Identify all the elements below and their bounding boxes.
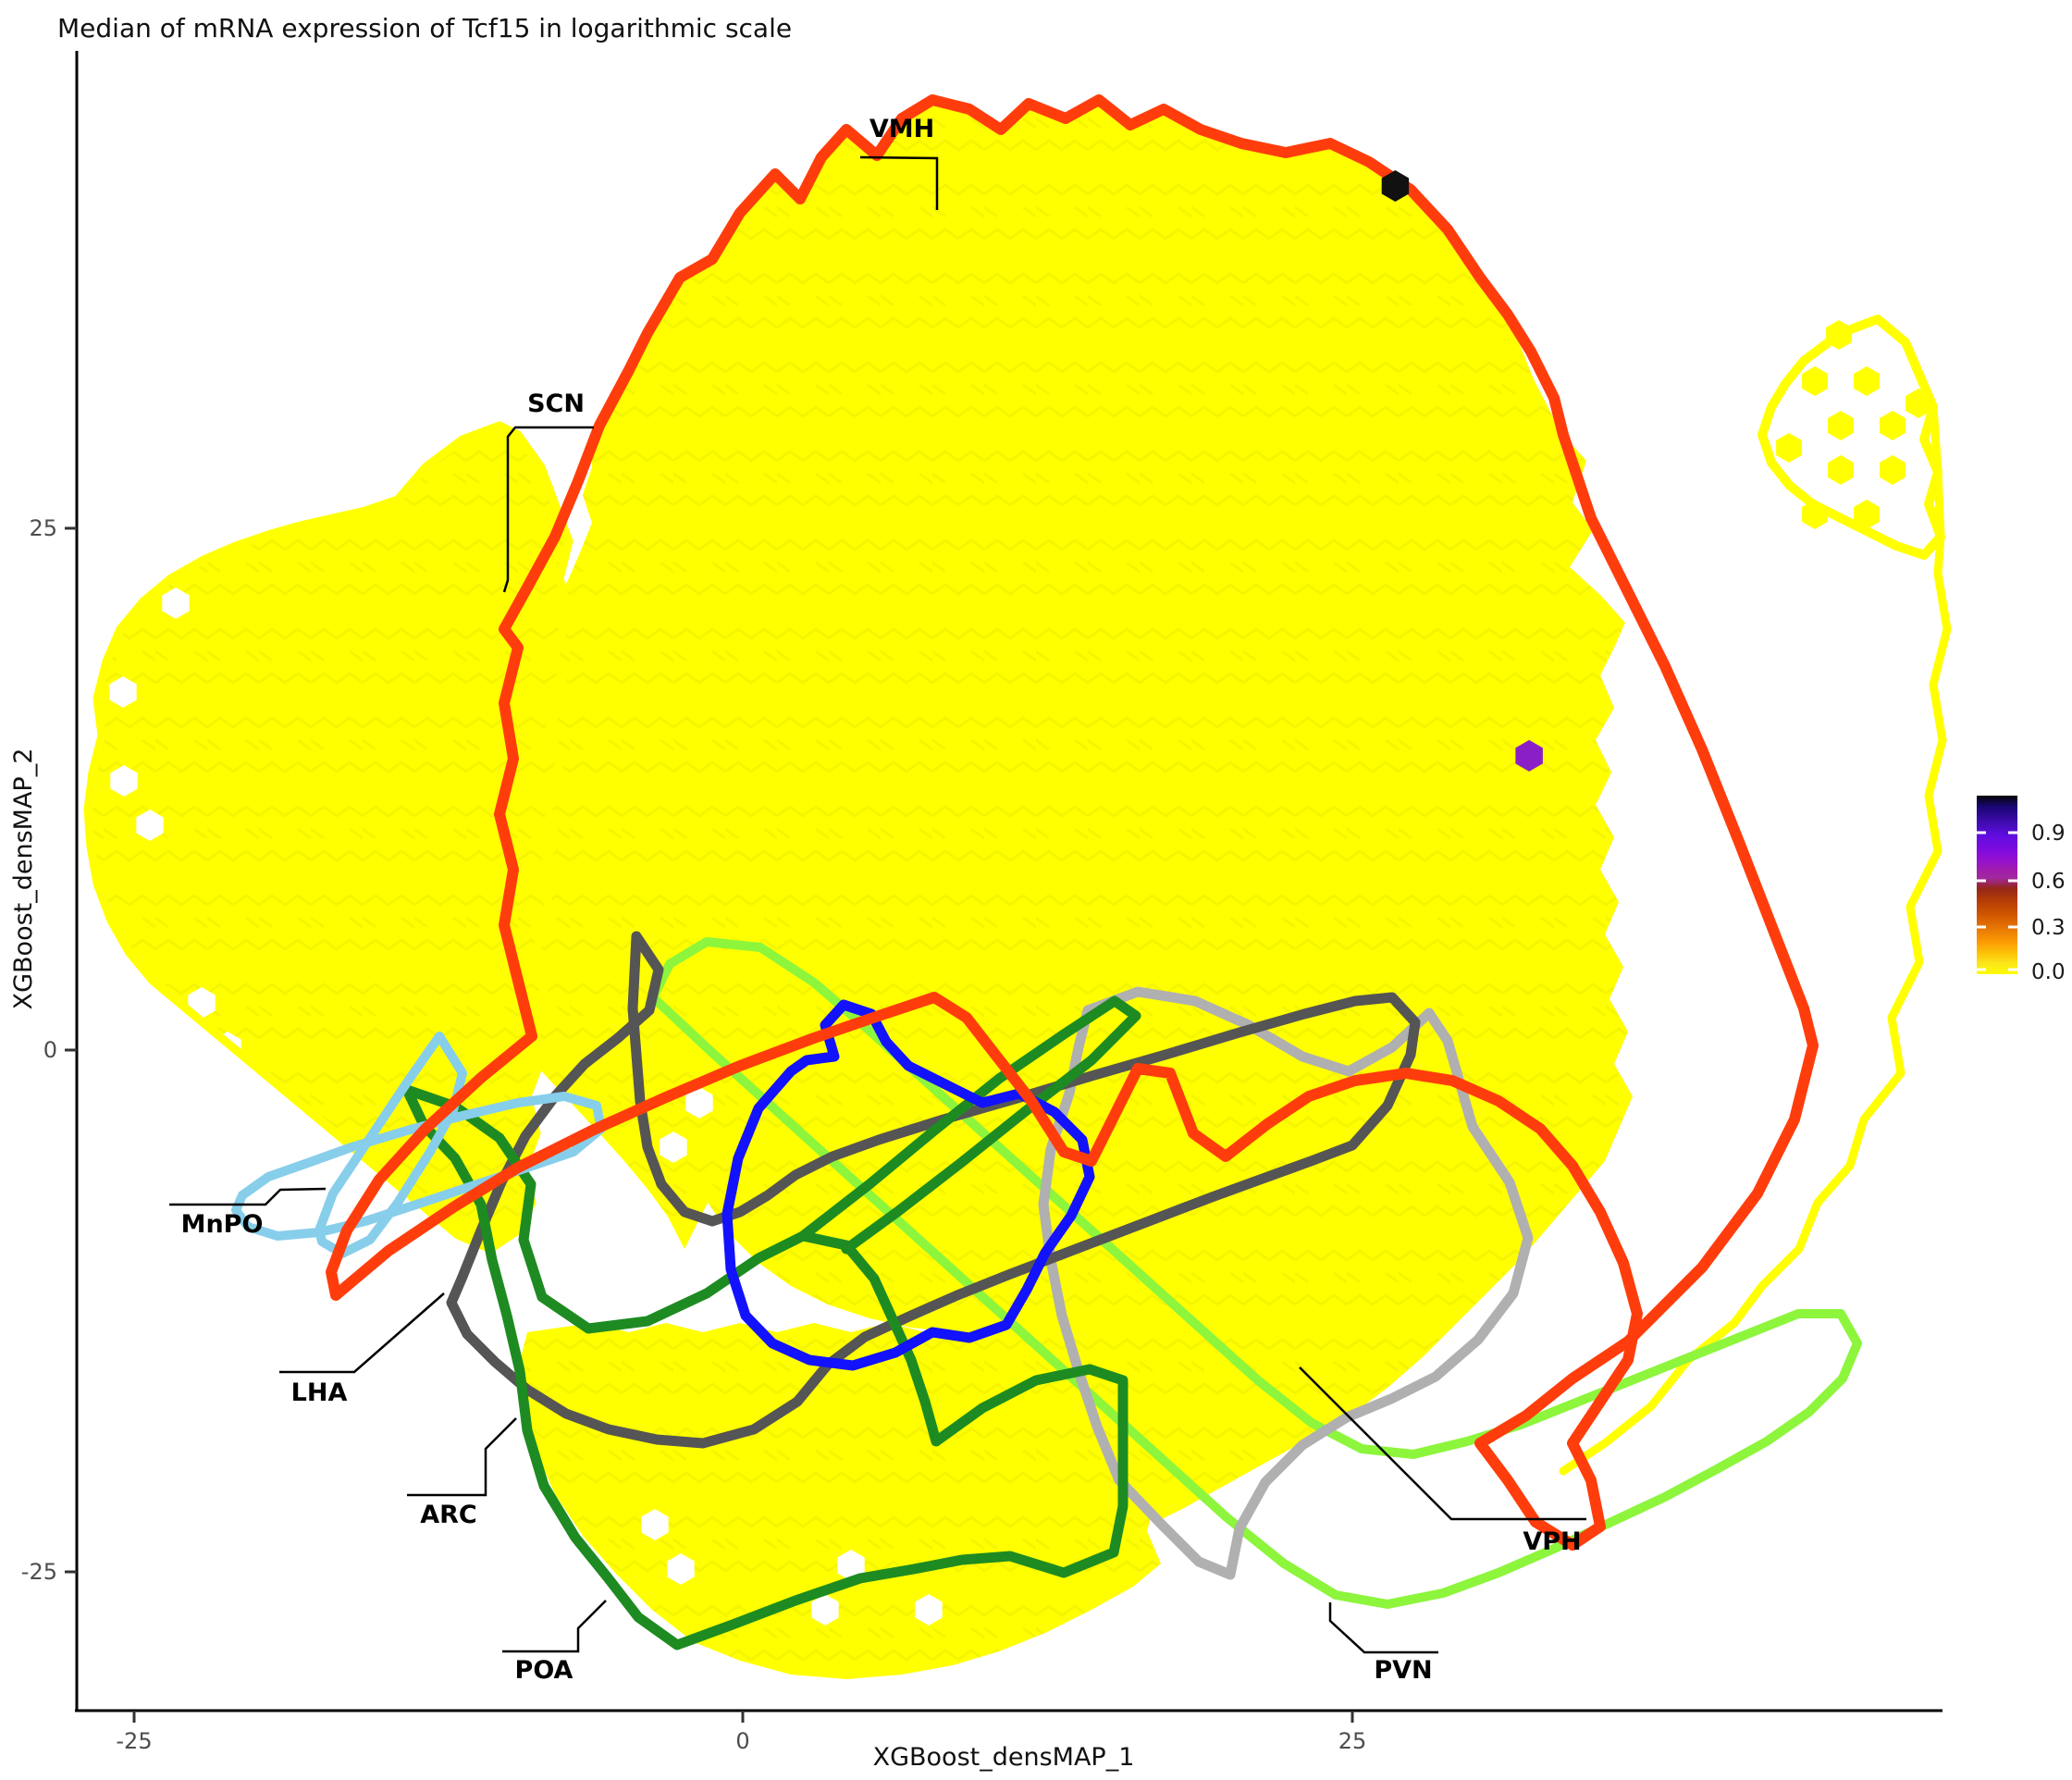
y-tick-label-25: 25 [29, 515, 57, 541]
white-hole-hex [1589, 253, 1617, 284]
right-lobe-hexes [1776, 320, 1931, 529]
y-tick-label-0: 0 [43, 1037, 57, 1063]
yellow-hexbin [1776, 433, 1802, 463]
white-hole-hex [162, 587, 190, 619]
x-tick-label-0: 0 [735, 1728, 749, 1754]
colorbar-tick-marks [1977, 831, 2017, 971]
yellow-hexbin [1880, 455, 1906, 485]
x-axis-title: XGBoost_densMAP_1 [873, 1743, 1135, 1772]
colorbar-tick-0.6: 0.6 [2031, 870, 2066, 894]
contour-lha [446, 931, 1421, 1449]
contour-vmh [326, 94, 1819, 1551]
colorbar-tick-0.0: 0.0 [2031, 960, 2066, 984]
white-hole-hex [109, 676, 137, 708]
leader-vph [1299, 1366, 1586, 1521]
white-hole-hex [500, 1535, 528, 1566]
white-hole-hex [536, 230, 563, 262]
hexbin-bottom-lobe [518, 1323, 1161, 1679]
white-hole-hex [458, 364, 486, 395]
contour-scn [83, 421, 574, 1254]
white-hole-hex [484, 230, 512, 262]
white-hole-hex [552, 1535, 580, 1566]
white-hole-hex [667, 1553, 695, 1585]
white-hole-hex [561, 186, 589, 217]
special-hexbin-0 [1381, 170, 1410, 202]
special-hexbins [1381, 170, 1543, 772]
colorbar-tick-0.3: 0.3 [2031, 916, 2066, 940]
white-hole-hex [837, 1550, 865, 1581]
region-label-poa: POA [515, 1656, 574, 1685]
white-hole-hex [510, 275, 537, 306]
y-axis-title: XGBoost_densMAP_2 [9, 748, 38, 1010]
leader-lha [279, 1292, 445, 1374]
axes: -25 0 25 25 0 -25 XGBoost_densMAP_1 XGBo… [9, 51, 1942, 1772]
yellow-hexbin [1826, 320, 1852, 350]
white-hole-hex [475, 1490, 502, 1522]
white-hole-hex [685, 1087, 713, 1119]
x-tick-label-neg25: -25 [116, 1728, 152, 1754]
region-labels: VMH SCN MnPO LHA ARC POA VPH PVN [181, 115, 1582, 1685]
contour-vph [1038, 986, 1534, 1580]
white-hole-hex [1670, 587, 1697, 619]
x-tick-label-25: 25 [1338, 1728, 1367, 1754]
white-hole-hex [613, 186, 641, 217]
white-hole-hex [915, 1594, 943, 1625]
colorbar: 0.9 0.6 0.3 0.0 [1977, 796, 2066, 984]
leader-arc [407, 1417, 517, 1497]
yellow-hexbin [1854, 500, 1880, 529]
white-hole-hex [660, 1131, 687, 1163]
white-hole-hex [641, 1509, 669, 1540]
white-hole-hex [811, 1594, 839, 1625]
leader-vmh [859, 155, 939, 210]
region-label-lha: LHA [291, 1378, 348, 1407]
white-hole-hex [110, 765, 138, 797]
chart-title: Median of mRNA expression of Tcf15 in lo… [57, 13, 792, 43]
region-label-scn: SCN [527, 389, 585, 418]
colorbar-tick-0.9: 0.9 [2031, 822, 2066, 846]
white-hole-hex [423, 1490, 450, 1522]
contour-arc [722, 999, 1095, 1371]
yellow-hexbin [1828, 411, 1854, 440]
white-hole-hexes [109, 116, 1879, 1625]
region-contours [83, 94, 1952, 1650]
contour-scn-east [1559, 315, 1952, 1476]
yellow-hexbin [1802, 366, 1828, 396]
white-hole-hex [1851, 632, 1879, 663]
white-hole-hex [136, 810, 164, 841]
contour-pvn [648, 937, 1862, 1609]
yellow-hexbin [1880, 411, 1906, 440]
white-hole-hex [561, 275, 589, 306]
white-hole-hex [639, 230, 667, 262]
region-label-vmh: VMH [870, 115, 934, 143]
contour-poa-arm [797, 995, 1141, 1255]
white-hole-hex [510, 186, 537, 217]
special-hexbin-1 [1515, 739, 1543, 772]
region-label-pvn: PVN [1374, 1656, 1432, 1685]
contour-poa [401, 1084, 1128, 1650]
region-label-vph: VPH [1523, 1527, 1581, 1556]
white-hole-hex [587, 230, 615, 262]
yellow-hexbin [1802, 500, 1828, 529]
leader-scn [502, 426, 594, 593]
white-hole-hex [449, 1535, 476, 1566]
region-label-mnpo: MnPO [181, 1210, 264, 1239]
y-tick-label-neg25: -25 [21, 1559, 57, 1585]
leader-poa [502, 1600, 607, 1653]
white-hole-hex [1329, 116, 1357, 147]
hexbin-layer [88, 100, 1945, 1679]
white-hole-hex [432, 408, 460, 439]
colorbar-gradient [1977, 796, 2017, 974]
leader-mnpo [169, 1187, 327, 1206]
white-hole-hex [1696, 543, 1723, 575]
hexbin-main-blob [504, 100, 1633, 1522]
region-label-arc: ARC [420, 1501, 477, 1529]
yellow-hexbin [1828, 455, 1854, 485]
white-hole-hex [526, 1579, 554, 1611]
yellow-hexbin [1854, 366, 1880, 396]
leader-pvn [1328, 1602, 1438, 1654]
leader-lines [169, 155, 1586, 1654]
